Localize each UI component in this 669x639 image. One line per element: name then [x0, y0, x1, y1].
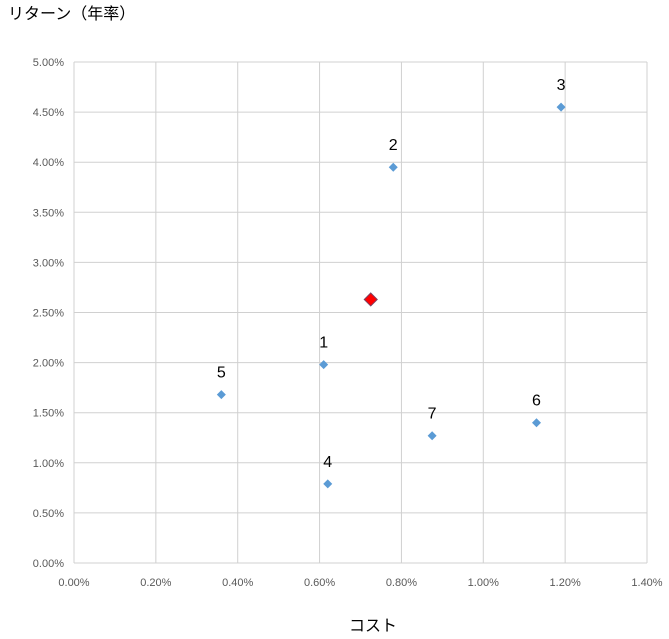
x-axis-title: コスト — [349, 616, 397, 635]
data-point-marker — [319, 360, 329, 370]
data-point-marker — [427, 431, 437, 441]
data-point-marker — [323, 479, 333, 489]
y-tick-label: 1.00% — [33, 458, 64, 470]
data-points: 1 2 3 4 5 6 7 — [216, 77, 566, 489]
data-point-label: 2 — [389, 137, 398, 154]
data-point-marker — [531, 418, 541, 428]
y-tick-label: 3.00% — [33, 257, 64, 269]
y-axis-title: リターン（年率） — [8, 4, 135, 23]
data-point-label: 4 — [323, 454, 332, 471]
x-tick-label: 0.60% — [304, 577, 335, 589]
data-point-label: 1 — [319, 335, 328, 352]
x-tick-label: 1.00% — [468, 577, 499, 589]
gridlines — [73, 61, 648, 564]
x-tick-labels: 0.00% 0.20% 0.40% 0.60% 0.80% 1.00% 1.20% 1.40% — [58, 577, 662, 589]
x-tick-label: 0.80% — [386, 577, 417, 589]
y-tick-label: 2.00% — [33, 358, 64, 370]
data-point-marker — [388, 162, 398, 172]
y-tick-label: 5.00% — [33, 57, 64, 69]
data-point-label: 7 — [428, 406, 437, 423]
y-tick-label: 3.50% — [33, 207, 64, 219]
y-tick-label: 0.50% — [33, 508, 64, 520]
y-tick-labels: 0.00% 0.50% 1.00% 1.50% 2.00% 2.50% 3.00% 3.50%… — [33, 57, 64, 570]
y-tick-label: 4.00% — [33, 157, 64, 169]
data-point-label: 3 — [557, 77, 566, 94]
x-tick-label: 0.00% — [58, 577, 89, 589]
y-tick-label: 0.00% — [33, 558, 64, 570]
x-tick-label: 1.40% — [631, 577, 662, 589]
y-tick-label: 1.50% — [33, 408, 64, 420]
y-tick-label: 4.50% — [33, 107, 64, 119]
x-tick-label: 1.20% — [550, 577, 581, 589]
y-tick-label: 2.50% — [33, 308, 64, 320]
highlight-point-marker — [363, 292, 378, 307]
data-point-marker — [556, 102, 566, 112]
x-tick-label: 0.20% — [140, 577, 171, 589]
x-tick-label: 0.40% — [222, 577, 253, 589]
data-point-marker — [216, 390, 226, 400]
data-point-label: 5 — [217, 365, 226, 382]
data-point-label: 6 — [532, 393, 541, 410]
